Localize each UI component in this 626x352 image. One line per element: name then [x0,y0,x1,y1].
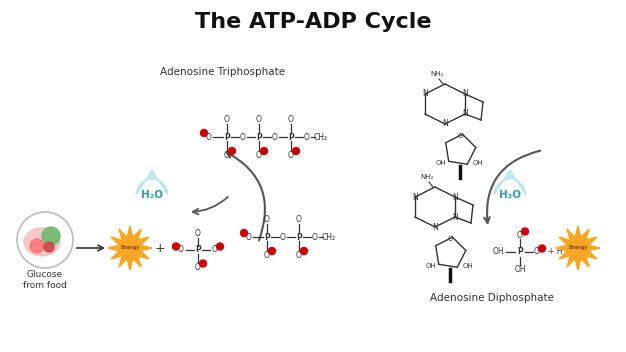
Circle shape [538,245,545,252]
Circle shape [200,130,207,137]
Text: N: N [452,213,458,221]
Circle shape [42,227,60,245]
Polygon shape [556,226,600,270]
Text: O: O [178,245,184,254]
Text: CH₂: CH₂ [314,132,328,142]
Text: O: O [212,245,218,254]
Text: + H⁺ +: + H⁺ + [548,247,575,257]
Circle shape [217,243,223,250]
Text: O: O [246,233,252,241]
Text: OH: OH [472,160,483,166]
Text: N: N [412,193,418,201]
Text: O: O [195,263,201,271]
Circle shape [200,260,207,267]
Text: O: O [264,214,270,224]
Text: O: O [534,247,540,257]
Text: N: N [462,89,468,99]
Circle shape [173,243,180,250]
Text: N: N [442,119,448,128]
Text: Adenosine Diphosphate: Adenosine Diphosphate [430,293,554,303]
Text: O: O [312,233,318,241]
Circle shape [30,239,44,253]
Text: O: O [195,228,201,238]
Text: H₂O: H₂O [141,190,163,200]
Text: H₂O: H₂O [499,190,521,200]
Text: NH₂: NH₂ [420,174,434,180]
Circle shape [240,230,247,237]
Text: O: O [256,151,262,159]
Text: O: O [280,233,286,241]
Polygon shape [495,170,526,195]
Text: P: P [256,132,262,142]
Polygon shape [108,226,152,270]
Text: O: O [206,132,212,142]
Text: O: O [448,235,453,241]
Text: P: P [264,233,270,241]
Text: OH: OH [492,247,504,257]
Text: N: N [422,89,428,99]
Text: P: P [195,245,201,254]
Text: O: O [288,114,294,124]
Text: P: P [296,233,302,241]
Text: O: O [288,151,294,159]
Text: The ATP-ADP Cycle: The ATP-ADP Cycle [195,12,431,32]
Polygon shape [136,170,168,195]
Text: Glucose
from food: Glucose from food [23,270,67,290]
Text: Energy: Energy [120,245,140,251]
Text: P: P [224,132,230,142]
Circle shape [260,147,267,155]
Text: O: O [240,132,246,142]
Text: OH: OH [426,263,436,269]
Text: P: P [517,247,523,257]
Text: N: N [452,193,458,201]
Circle shape [521,228,528,235]
Text: O: O [296,251,302,259]
Text: NH₂: NH₂ [430,71,444,77]
Text: O: O [264,251,270,259]
Text: O: O [458,133,463,139]
Text: O: O [304,132,310,142]
Text: N: N [462,109,468,119]
Text: O: O [272,132,278,142]
Text: O: O [256,114,262,124]
Text: O: O [517,231,523,239]
Text: OH: OH [462,263,473,269]
Text: OH: OH [436,160,446,166]
Text: O: O [224,114,230,124]
Text: O: O [224,151,230,159]
Text: O: O [296,214,302,224]
Text: CH₂: CH₂ [322,233,336,241]
Ellipse shape [24,228,60,256]
Circle shape [300,247,307,254]
Text: N: N [432,222,438,232]
Circle shape [228,147,235,155]
Text: +: + [155,241,165,254]
Circle shape [292,147,299,155]
Circle shape [269,247,275,254]
Circle shape [17,212,73,268]
Text: Adenosine Triphosphate: Adenosine Triphosphate [160,67,285,77]
Text: OH: OH [514,265,526,275]
Text: P: P [288,132,294,142]
Text: Energy: Energy [568,245,588,251]
Circle shape [44,242,54,252]
